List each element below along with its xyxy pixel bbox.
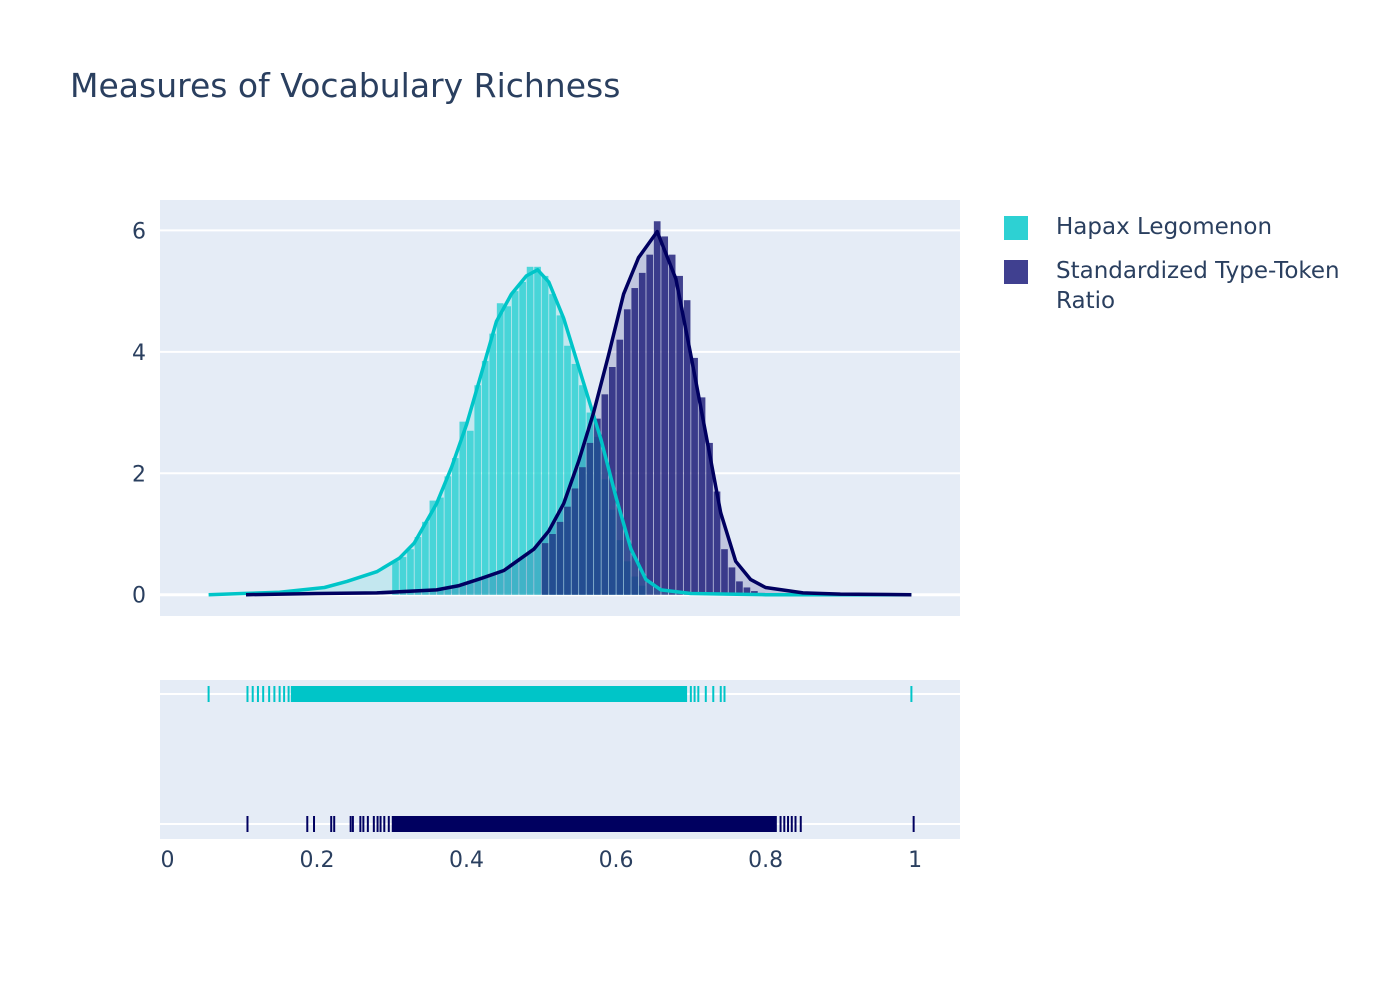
histogram-bar <box>526 266 534 595</box>
histogram-bar <box>414 537 422 595</box>
x-tick-label: 0.8 <box>748 848 783 873</box>
histogram-bar <box>698 397 706 595</box>
x-tick-label: 0.2 <box>300 848 335 873</box>
histogram-bar <box>579 467 586 595</box>
histogram-bar <box>392 561 399 595</box>
rug-plot-background <box>160 680 960 839</box>
histogram-bar <box>623 309 631 595</box>
histogram-bar <box>549 294 556 595</box>
density-area <box>208 269 912 595</box>
histogram-bar <box>728 567 736 595</box>
histogram-bar <box>638 272 646 595</box>
histogram-bars <box>392 221 766 595</box>
y-tick-label: 2 <box>132 462 146 487</box>
histogram-bar <box>564 506 571 595</box>
histogram-bar <box>429 500 437 595</box>
histogram-bar <box>511 291 519 595</box>
histogram-bar <box>481 360 489 595</box>
histogram-bar <box>459 421 467 595</box>
histogram-bar <box>504 306 512 595</box>
legend-swatch-sttr <box>1004 260 1028 284</box>
x-tick-label: 0 <box>160 848 174 873</box>
y-tick-label: 0 <box>132 584 146 609</box>
histogram-bar <box>594 418 601 595</box>
histogram-bar <box>571 488 579 595</box>
histogram-bar <box>653 221 661 595</box>
x-axis-tick-labels: 0 0.2 0.4 0.6 0.8 1 <box>160 848 922 873</box>
chart-title: Measures of Vocabulary Richness <box>70 66 621 105</box>
histogram-bar <box>616 339 624 595</box>
legend-label-sttr: Standardized Type-Token Ratio <box>1056 258 1340 314</box>
histogram-bar <box>706 442 713 595</box>
histogram-bar <box>646 254 654 595</box>
histogram-bar <box>534 266 541 595</box>
density-area <box>246 231 912 595</box>
histogram-bar <box>661 236 669 595</box>
histogram-bar <box>668 254 676 595</box>
y-axis-tick-labels: 0 2 4 6 <box>132 219 146 608</box>
histogram-bar <box>489 333 497 595</box>
histogram-bar <box>564 345 571 595</box>
histogram-bar <box>444 476 452 595</box>
x-tick-label: 0.6 <box>599 848 634 873</box>
legend: Hapax Legomenon Standardized Type-Token … <box>1004 212 1394 330</box>
histogram-bar <box>743 587 751 595</box>
histogram-bar <box>631 288 639 595</box>
y-tick-label: 4 <box>132 341 146 366</box>
histogram-bar <box>549 534 556 595</box>
density-curve-hapax <box>208 268 912 597</box>
histogram-bar <box>676 275 683 595</box>
legend-item-hapax-legomenon[interactable]: Hapax Legomenon <box>1004 212 1394 242</box>
histogram-bar <box>721 549 728 595</box>
legend-item-standardized-ttr[interactable]: Standardized Type-Token Ratio <box>1004 256 1394 316</box>
histogram-bar <box>683 300 691 595</box>
histogram-bar <box>736 581 743 595</box>
histogram-bar <box>519 281 526 595</box>
histogram-bar <box>541 275 549 595</box>
rug-dense-band <box>391 816 777 832</box>
histogram-bar <box>407 549 414 595</box>
legend-label-hapax: Hapax Legomenon <box>1056 214 1273 240</box>
rug-marks <box>207 686 915 832</box>
rug-dense-band <box>290 686 688 702</box>
histogram-bar <box>586 442 594 595</box>
legend-swatch-hapax <box>1004 216 1028 240</box>
histogram-bar <box>713 491 721 595</box>
histogram-bar <box>601 394 609 595</box>
histogram-bar <box>691 357 698 595</box>
density-curve-sttr <box>245 229 912 597</box>
x-tick-label: 1 <box>908 848 922 873</box>
density-curves <box>208 229 912 597</box>
histogram-bar <box>437 497 444 595</box>
histogram-bar <box>496 303 504 595</box>
histogram-bar <box>399 557 407 595</box>
y-tick-label: 6 <box>132 219 146 244</box>
histogram-bar <box>541 543 549 595</box>
histogram-bar <box>451 458 459 595</box>
histogram-bar <box>556 315 564 595</box>
x-tick-label: 0.4 <box>449 848 484 873</box>
histogram-bar <box>571 363 579 595</box>
histogram-bar <box>466 430 474 595</box>
histogram-bar <box>556 521 564 595</box>
histogram-bar <box>422 521 429 595</box>
histogram-bar <box>474 385 482 595</box>
